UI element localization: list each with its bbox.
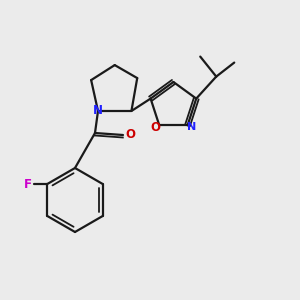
Text: N: N [93,103,103,116]
Text: O: O [125,128,135,142]
Text: N: N [187,122,196,132]
Text: F: F [24,178,32,190]
Text: O: O [150,121,160,134]
